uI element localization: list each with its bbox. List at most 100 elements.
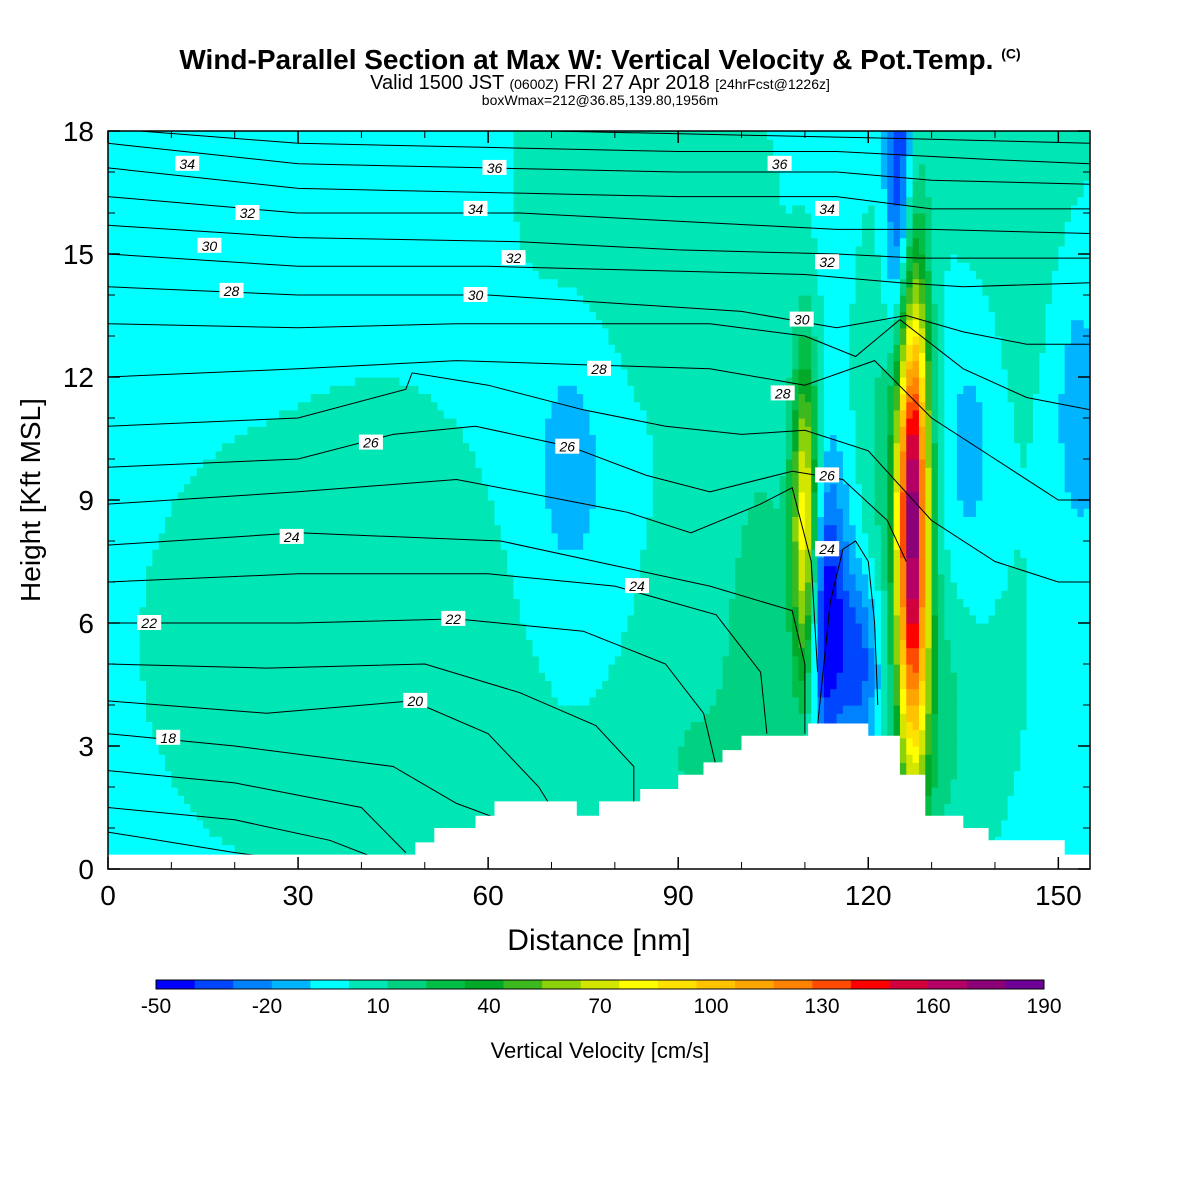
velocity-cell [684, 639, 692, 649]
velocity-cell [551, 737, 559, 747]
velocity-cell [120, 598, 128, 608]
velocity-cell [646, 606, 654, 616]
velocity-cell [298, 746, 305, 755]
velocity-cell [1045, 754, 1053, 763]
velocity-cell [133, 705, 141, 714]
velocity-cell [500, 680, 508, 690]
velocity-cell [887, 696, 895, 706]
velocity-cell [526, 655, 534, 665]
velocity-cell [817, 623, 825, 632]
velocity-cell [298, 770, 305, 780]
velocity-cell [431, 754, 439, 763]
velocity-cell [817, 672, 825, 681]
velocity-cell [386, 844, 394, 854]
velocity-cell [317, 770, 325, 780]
velocity-cell [127, 647, 134, 657]
velocity-cell [684, 754, 692, 763]
velocity-cell [849, 680, 857, 690]
velocity-cell [241, 803, 248, 813]
velocity-cell [678, 639, 686, 649]
velocity-cell [348, 819, 356, 829]
velocity-cell [918, 639, 926, 649]
velocity-cell [114, 606, 122, 616]
velocity-cell [215, 664, 223, 673]
velocity-cell [950, 614, 958, 624]
velocity-cell [1007, 795, 1015, 804]
velocity-cell [374, 721, 382, 731]
velocity-cell [298, 696, 305, 706]
velocity-cell [158, 721, 166, 731]
velocity-cell [899, 647, 907, 657]
velocity-cell [868, 606, 876, 616]
velocity-cell [342, 688, 350, 698]
velocity-cell [152, 746, 160, 755]
velocity-cell [918, 655, 926, 665]
velocity-cell [621, 688, 629, 698]
velocity-cell [906, 614, 914, 624]
velocity-cell [342, 795, 350, 804]
velocity-cell [887, 672, 895, 681]
velocity-cell [640, 623, 648, 632]
velocity-cell [975, 787, 983, 796]
velocity-cell [355, 844, 363, 854]
velocity-cell [925, 729, 933, 739]
velocity-cell [158, 819, 166, 829]
velocity-cell [1064, 803, 1072, 813]
velocity-cell [1032, 803, 1040, 813]
velocity-cell [519, 787, 527, 796]
velocity-cell [1045, 688, 1053, 698]
velocity-cell [690, 639, 698, 649]
velocity-cell [291, 778, 299, 788]
velocity-cell [310, 778, 318, 788]
velocity-cell [450, 664, 458, 673]
velocity-cell [222, 746, 229, 755]
velocity-cell [1045, 795, 1053, 804]
velocity-cell [437, 688, 445, 698]
velocity-cell [247, 631, 255, 640]
velocity-cell [234, 631, 242, 640]
velocity-cell [393, 639, 401, 649]
velocity-cell [393, 778, 401, 788]
velocity-cell [994, 655, 1002, 665]
velocity-cell [633, 721, 641, 731]
velocity-cell [507, 647, 515, 657]
velocity-cell [209, 746, 217, 755]
velocity-cell [697, 721, 705, 731]
velocity-cell [228, 729, 236, 739]
velocity-cell [849, 655, 857, 665]
velocity-cell [348, 672, 356, 681]
velocity-cell [361, 688, 369, 698]
velocity-cell [887, 664, 895, 673]
velocity-cell [684, 762, 692, 772]
velocity-cell [931, 787, 939, 796]
velocity-cell [190, 836, 198, 845]
velocity-cell [374, 614, 382, 624]
velocity-cell [456, 778, 464, 788]
velocity-cell [342, 647, 350, 657]
velocity-cell [671, 614, 679, 624]
velocity-cell [963, 614, 971, 624]
velocity-cell [374, 639, 382, 649]
velocity-cell [557, 729, 565, 739]
velocity-cell [868, 680, 876, 690]
velocity-cell [475, 754, 483, 763]
velocity-cell [1007, 754, 1015, 763]
velocity-cell [152, 828, 160, 837]
velocity-cell [652, 631, 660, 640]
velocity-cell [336, 639, 344, 649]
velocity-cell [171, 746, 179, 755]
velocity-cell [703, 746, 711, 755]
velocity-cell [1070, 770, 1078, 780]
velocity-cell [652, 737, 660, 747]
velocity-cell [893, 721, 901, 731]
velocity-cell [931, 672, 939, 681]
velocity-cell [912, 606, 920, 616]
velocity-cell [659, 762, 667, 772]
velocity-cell [228, 836, 236, 845]
velocity-cell [785, 606, 793, 616]
velocity-cell [443, 746, 451, 755]
velocity-cell [709, 705, 717, 714]
velocity-cell [171, 696, 179, 706]
velocity-cell [209, 770, 217, 780]
velocity-cell [310, 696, 318, 706]
